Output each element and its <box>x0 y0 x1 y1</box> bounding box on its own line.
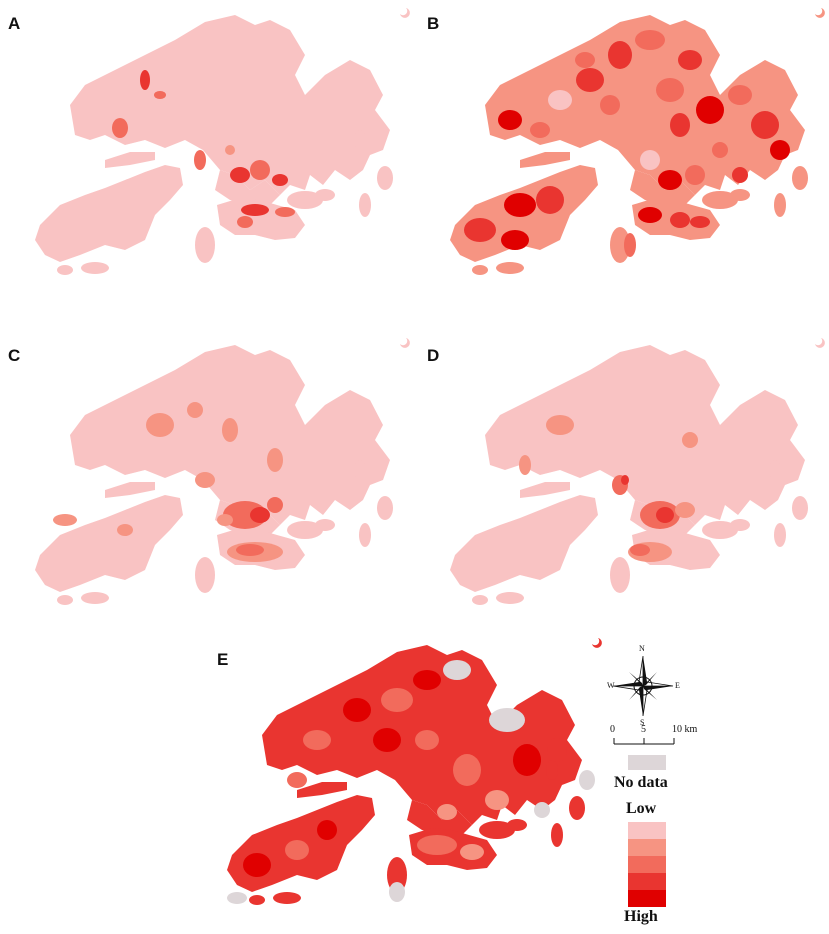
map-panel-c: C <box>0 330 415 630</box>
panel-label-b: B <box>427 14 440 33</box>
compass-icon <box>612 655 674 717</box>
compass-w: W <box>607 681 615 690</box>
map-panel-e: E <box>205 638 602 934</box>
hk-map-c <box>35 338 410 605</box>
compass-s: S <box>640 718 645 727</box>
map-panel-d: D <box>415 330 829 630</box>
panel-label-a: A <box>8 14 21 33</box>
map-e <box>227 638 602 905</box>
hk-map-d <box>450 338 825 605</box>
no-data-label: No data <box>614 774 668 791</box>
scale-tick-5: 5 <box>641 724 646 735</box>
scale-bar-line <box>613 738 675 745</box>
hk-map-a <box>35 8 410 275</box>
map-d <box>450 338 825 605</box>
legend-class-4 <box>628 873 666 890</box>
map-panel-b: B <box>415 0 829 300</box>
map-b <box>450 8 825 275</box>
legend-class-3 <box>628 856 666 873</box>
map-a <box>35 8 410 275</box>
panel-label-c: C <box>8 346 21 365</box>
legend-class-5 <box>628 890 666 907</box>
no-data-swatch <box>628 755 666 770</box>
legend-class-2 <box>628 839 666 856</box>
map-panel-a: A <box>0 0 415 300</box>
legend-high-label: High <box>624 908 658 925</box>
panel-label-d: D <box>427 346 440 365</box>
scale-tick-0: 0 <box>610 724 615 735</box>
hk-map-b <box>450 8 825 275</box>
legend-ramp <box>628 822 666 907</box>
scale-bar: 0 5 10 km <box>606 724 716 754</box>
legend-low-label: Low <box>626 800 657 817</box>
compass-e: E <box>675 681 680 690</box>
legend-class-1 <box>628 822 666 839</box>
scale-tick-10: 10 km <box>672 724 698 735</box>
map-c <box>35 338 410 605</box>
panel-label-e: E <box>217 650 229 669</box>
compass-rose: N S E W <box>605 644 685 728</box>
compass-n: N <box>639 644 645 653</box>
hk-map-e <box>227 638 602 905</box>
